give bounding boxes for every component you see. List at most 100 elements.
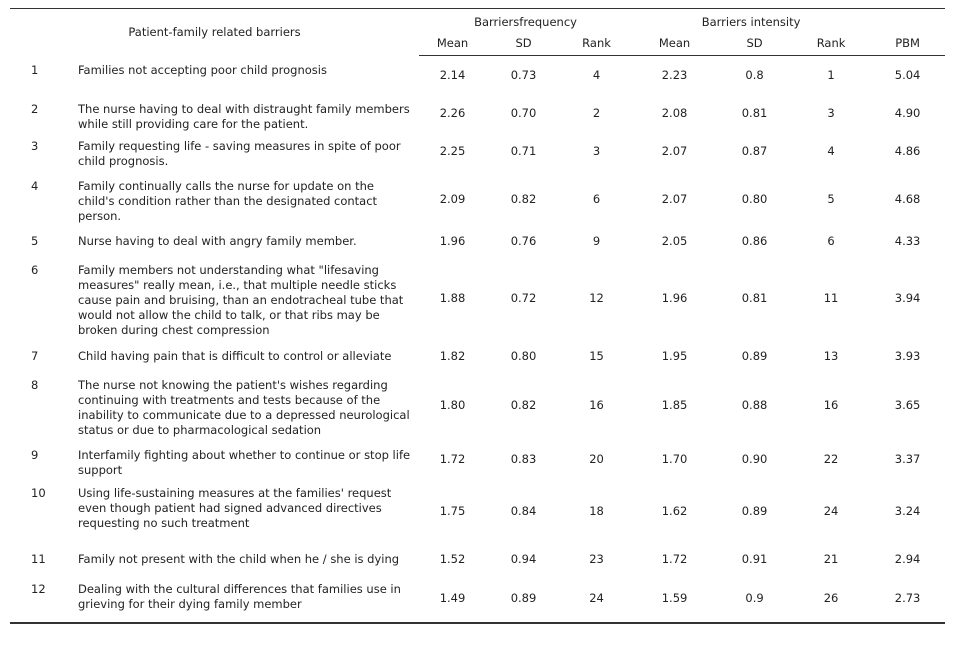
row-freq-rank: 23	[589, 552, 604, 566]
row-freq-mean: 1.52	[439, 552, 466, 566]
row-number: 11	[31, 551, 46, 566]
row-number: 7	[31, 348, 39, 363]
row-freq-rank: 15	[589, 348, 604, 363]
row-freq-sd: 0.82	[510, 191, 537, 206]
row-int-mean: 2.07	[661, 191, 688, 206]
row-number: 10	[31, 485, 46, 500]
row-freq-rank: 16	[589, 398, 604, 412]
table-body: 1 Families not accepting poor child progn…	[10, 56, 946, 624]
row-int-sd: 0.86	[741, 233, 768, 248]
row-int-mean: 1.72	[661, 552, 688, 566]
barriers-table: Patient-family related barriers Barriers…	[10, 8, 946, 624]
header-freq-sd: SD	[486, 31, 562, 56]
row-pbm: 3.94	[894, 291, 921, 305]
row-freq-sd: 0.73	[510, 67, 537, 82]
row-number: 6	[31, 262, 39, 277]
header-row-columns: Mean SD Rank Mean SD Rank PBM	[10, 31, 946, 56]
row-freq-rank: 20	[589, 452, 604, 466]
row-description: Family continually calls the nurse for u…	[78, 178, 378, 223]
row-int-rank: 24	[823, 504, 839, 518]
row-int-mean: 2.07	[661, 144, 688, 158]
row-int-mean: 1.85	[661, 398, 688, 412]
row-pbm: 4.33	[894, 233, 921, 248]
header-freq-rank: Rank	[561, 31, 633, 56]
table-row: 6 Family members not understanding what "…	[10, 256, 945, 342]
row-freq-sd: 0.89	[486, 574, 562, 624]
row-freq-rank: 18	[589, 504, 604, 518]
row-description: Nurse having to deal with angry family m…	[78, 233, 357, 248]
row-number: 1	[31, 62, 39, 77]
header-group-frequency: Barriersfrequency	[419, 8, 633, 31]
row-freq-mean: 2.25	[439, 144, 466, 158]
row-number: 8	[31, 377, 39, 392]
row-freq-sd: 0.94	[510, 552, 537, 566]
row-number: 9	[31, 447, 39, 462]
row-pbm: 4.90	[894, 105, 921, 120]
row-freq-rank: 9	[592, 233, 601, 248]
row-freq-mean: 1.75	[439, 504, 466, 518]
header-empty	[870, 8, 946, 31]
table-row: 5 Nurse having to deal with angry family …	[10, 227, 945, 256]
row-number: 12	[10, 574, 74, 624]
row-pbm: 4.68	[894, 191, 921, 206]
row-number: 5	[31, 233, 39, 248]
row-freq-rank: 4	[592, 67, 601, 82]
header-int-mean: Mean	[632, 31, 718, 56]
row-int-sd: 0.80	[741, 191, 768, 206]
header-group-intensity: Barriers intensity	[632, 8, 871, 31]
row-description: Family not present with the child when h…	[78, 551, 400, 566]
row-int-sd: 0.9	[717, 574, 793, 624]
row-int-rank: 11	[823, 291, 839, 305]
row-number: 4	[31, 178, 39, 193]
row-freq-mean: 2.14	[439, 67, 466, 82]
row-freq-mean: 2.26	[439, 105, 466, 120]
row-int-mean: 2.23	[661, 67, 688, 82]
table-row: 9 Interfamily fighting about whether to c…	[10, 441, 945, 479]
row-freq-rank: 12	[589, 291, 604, 305]
header-freq-mean: Mean	[419, 31, 487, 56]
row-int-rank: 21	[823, 552, 839, 566]
row-freq-sd: 0.84	[510, 504, 537, 518]
header-barrier: Patient-family related barriers	[10, 8, 420, 56]
row-int-rank: 22	[823, 452, 839, 466]
row-freq-sd: 0.72	[510, 291, 537, 305]
row-pbm: 3.65	[894, 398, 921, 412]
row-int-sd: 0.88	[741, 398, 768, 412]
row-freq-mean: 1.96	[439, 233, 466, 248]
row-int-rank: 5	[827, 191, 835, 206]
row-pbm: 5.04	[894, 67, 921, 82]
row-pbm: 3.37	[894, 452, 921, 466]
row-pbm: 2.94	[894, 552, 921, 566]
row-description: Families not accepting poor child progno…	[78, 62, 327, 77]
row-int-sd: 0.91	[741, 552, 768, 566]
table-row: 2 The nurse having to deal with distraugh…	[10, 95, 945, 132]
table-row: 4 Family continually calls the nurse for …	[10, 172, 945, 227]
row-freq-mean: 1.88	[439, 291, 466, 305]
row-int-mean: 2.05	[661, 233, 688, 248]
row-freq-rank: 6	[592, 191, 601, 206]
row-int-sd: 0.90	[741, 452, 768, 466]
row-int-rank: 1	[827, 67, 835, 82]
row-description: Family members not understanding what "l…	[78, 262, 404, 337]
row-int-rank: 6	[827, 233, 835, 248]
header-pbm: PBM	[870, 31, 946, 56]
row-freq-sd: 0.70	[510, 105, 537, 120]
row-int-rank: 26	[792, 574, 871, 624]
row-int-mean: 1.70	[661, 452, 688, 466]
row-freq-sd: 0.80	[510, 348, 537, 363]
row-freq-rank: 3	[592, 144, 601, 158]
row-int-sd: 0.8	[745, 67, 764, 82]
row-int-rank: 13	[823, 348, 839, 363]
table-row: 3 Family requesting life - saving measure…	[10, 132, 945, 172]
row-int-mean: 2.08	[661, 105, 688, 120]
row-description: Child having pain that is difficult to c…	[78, 348, 392, 363]
row-int-mean: 1.62	[661, 504, 688, 518]
row-description: Using life-sustaining measures at the fa…	[78, 485, 392, 530]
row-int-rank: 16	[823, 398, 839, 412]
table-row: 10 Using life-sustaining measures at the …	[10, 479, 945, 545]
table-row: 11 Family not present with the child when…	[10, 545, 945, 575]
header-int-sd: SD	[717, 31, 793, 56]
row-freq-sd: 0.83	[510, 452, 537, 466]
row-int-mean: 1.59	[632, 574, 718, 624]
